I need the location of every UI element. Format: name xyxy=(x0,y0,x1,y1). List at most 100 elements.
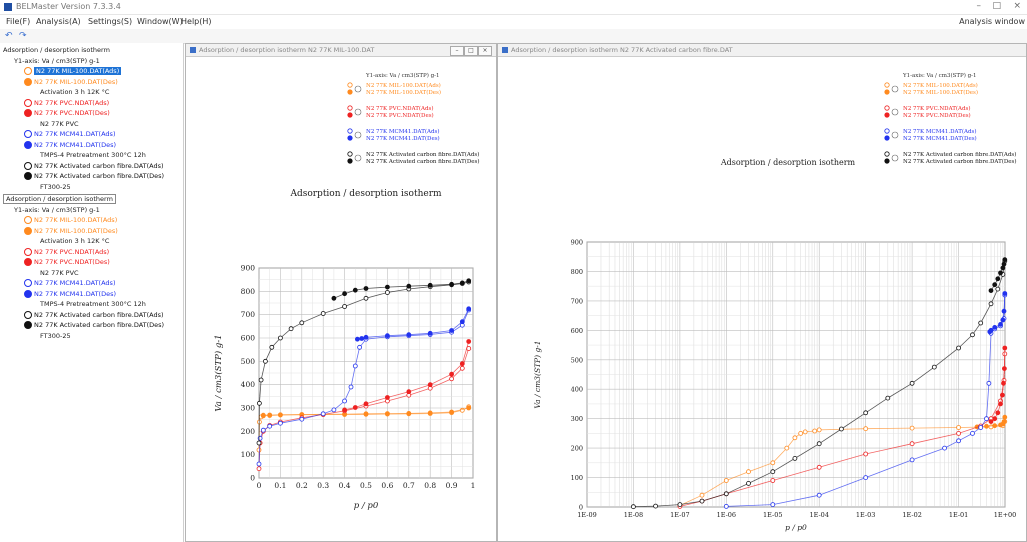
data-point xyxy=(998,422,1003,428)
legend-entry-label: N2 77K PVC.NDAT(Ads) xyxy=(903,105,971,112)
legend-toggle-icon xyxy=(354,108,362,116)
data-point xyxy=(988,288,994,294)
legend-marker xyxy=(347,151,353,157)
tree-item[interactable]: N2 77K MIL-100.DAT(Des) xyxy=(24,226,118,236)
legend-entry-label: N2 77K MCM41.DAT(Ads) xyxy=(366,128,440,135)
data-point xyxy=(466,405,472,411)
data-point xyxy=(449,281,455,287)
legend-marker xyxy=(884,135,890,141)
legend-marker xyxy=(347,135,353,141)
tree-item[interactable]: N2 77K MCM41.DAT(Des) xyxy=(24,289,116,299)
data-point xyxy=(984,416,989,422)
tree-item[interactable]: N2 77K PVC.NDAT(Des) xyxy=(24,108,110,118)
tree-axis-node[interactable]: Y1-axis: Va / cm3(STP) g-1 xyxy=(14,56,100,66)
isotherm-chart-log: Y1-axis: Va / cm3(STP) g-1 N2 77K MIL-100… xyxy=(533,72,1017,532)
y-tick-label: 400 xyxy=(571,386,583,394)
y-tick-label: 700 xyxy=(571,297,583,305)
tree-item[interactable]: TMPS-4 Pretreatment 300°C 12h xyxy=(40,150,146,160)
legend-toggle-icon xyxy=(891,85,899,93)
legend-marker xyxy=(884,112,890,118)
tree-item[interactable]: N2 77K MIL-100.DAT(Des) xyxy=(24,77,118,87)
tree-item[interactable]: N2 77K Activated carbon fibre.DAT(Des) xyxy=(24,171,164,181)
tree-group-title[interactable]: Adsorption / desorption isotherm xyxy=(3,194,116,204)
x-tick-label: 0.7 xyxy=(403,481,415,490)
tree-item[interactable]: N2 77K Activated carbon fibre.DAT(Des) xyxy=(24,320,164,330)
data-point xyxy=(999,392,1005,398)
legend-marker xyxy=(347,128,353,134)
y-tick-label: 400 xyxy=(241,380,256,389)
tree-item[interactable]: N2 77K PVC.NDAT(Ads) xyxy=(24,247,109,257)
menu-help[interactable]: Help(H) xyxy=(181,17,212,26)
menu-window[interactable]: Window(W) xyxy=(137,17,183,26)
tree-item[interactable]: FT300-25 xyxy=(40,331,71,341)
tree-item[interactable]: Activation 3 h 12K °C xyxy=(40,87,109,97)
undo-icon[interactable]: ↶ xyxy=(5,31,13,41)
series-marker-icon xyxy=(24,226,32,235)
tree-item[interactable]: N2 77K MCM41.DAT(Des) xyxy=(24,140,116,150)
minimize-button[interactable]: – xyxy=(976,1,982,11)
data-point xyxy=(1002,345,1008,351)
tree-item[interactable]: N2 77K PVC xyxy=(40,119,79,129)
data-point xyxy=(998,401,1003,407)
panel-title: Adsorption / desorption isotherm N2 77K … xyxy=(199,46,375,54)
data-tree: Adsorption / desorption isotherm Y1-axis:… xyxy=(0,43,184,542)
tree-item-label: N2 77K PVC.NDAT(Ads) xyxy=(34,247,110,256)
legend-entry-label: N2 77K MCM41.DAT(Des) xyxy=(366,135,440,142)
menu-file[interactable]: File(F) xyxy=(6,17,31,26)
tree-item[interactable]: FT300-25 xyxy=(40,182,71,192)
tree-item[interactable]: N2 77K MCM41.DAT(Ads) xyxy=(24,129,115,139)
tree-item[interactable]: N2 77K MCM41.DAT(Ads) xyxy=(24,278,115,288)
panel-maximize-button[interactable]: □ xyxy=(464,46,478,56)
data-point xyxy=(677,502,683,508)
data-point xyxy=(384,411,390,417)
data-point xyxy=(699,492,705,498)
tree-item-label: N2 77K PVC.NDAT(Des) xyxy=(34,109,110,117)
tree-group-title[interactable]: Adsorption / desorption isotherm xyxy=(3,45,110,55)
data-point xyxy=(816,492,822,498)
data-point xyxy=(1002,291,1008,296)
data-point xyxy=(352,287,358,293)
legend-marker xyxy=(884,151,890,157)
data-point xyxy=(988,419,994,425)
data-point xyxy=(992,423,998,429)
y-tick-label: 800 xyxy=(571,268,583,276)
tree-item[interactable]: N2 77K PVC.NDAT(Des) xyxy=(24,257,110,267)
tree-item[interactable]: Activation 3 h 12K °C xyxy=(40,236,109,246)
redo-icon[interactable]: ↷ xyxy=(19,31,27,41)
data-point xyxy=(909,380,915,386)
legend-toggle-icon xyxy=(891,131,899,139)
tree-item[interactable]: N2 77K PVC.NDAT(Ads) xyxy=(24,98,109,108)
tree-item[interactable]: N2 77K MIL-100.DAT(Ads) xyxy=(24,215,117,225)
data-point xyxy=(909,457,915,463)
tree-item[interactable]: N2 77K Activated carbon fibre.DAT(Ads) xyxy=(24,161,164,171)
tree-item[interactable]: TMPS-4 Pretreatment 300°C 12h xyxy=(40,299,146,309)
menu-settings[interactable]: Settings(S) xyxy=(88,17,133,26)
maximize-button[interactable]: □ xyxy=(992,1,1001,11)
tree-axis-node[interactable]: Y1-axis: Va / cm3(STP) g-1 xyxy=(14,205,100,215)
chart-title: Adsorption / desorption isotherm xyxy=(289,189,442,199)
data-point xyxy=(956,345,962,351)
close-button[interactable]: × xyxy=(1013,1,1021,11)
tree-item[interactable]: N2 77K MIL-100.DAT(Ads) xyxy=(24,66,122,76)
legend-entry-label: N2 77K PVC.NDAT(Des) xyxy=(903,112,971,119)
data-point xyxy=(992,282,998,288)
data-point xyxy=(267,412,273,418)
title-bar: BELMaster Version 7.3.3.4 – □ × xyxy=(0,0,1027,15)
graph-panel-left: Adsorption / desorption isotherm N2 77K … xyxy=(185,43,497,542)
data-point xyxy=(1002,414,1008,420)
tree-item[interactable]: N2 77K PVC xyxy=(40,268,79,278)
panel-minimize-button[interactable]: – xyxy=(450,46,464,56)
data-point xyxy=(746,480,751,486)
data-point xyxy=(348,384,354,390)
panel-close-button[interactable]: × xyxy=(478,46,492,56)
y-tick-label: 300 xyxy=(241,404,256,413)
x-tick-label: 1E-06 xyxy=(717,511,736,519)
legend-toggle-icon xyxy=(354,85,362,93)
menu-analysis[interactable]: Analysis(A) xyxy=(36,17,81,26)
tree-item[interactable]: N2 77K Activated carbon fibre.DAT(Ads) xyxy=(24,310,164,320)
legend-entry-label: N2 77K PVC.NDAT(Des) xyxy=(366,112,434,119)
data-point xyxy=(838,426,844,432)
chart-title: Adsorption / desorption isotherm xyxy=(720,158,856,167)
legend-marker xyxy=(884,82,890,88)
analysis-window-button[interactable]: Analysis window xyxy=(959,17,1025,26)
